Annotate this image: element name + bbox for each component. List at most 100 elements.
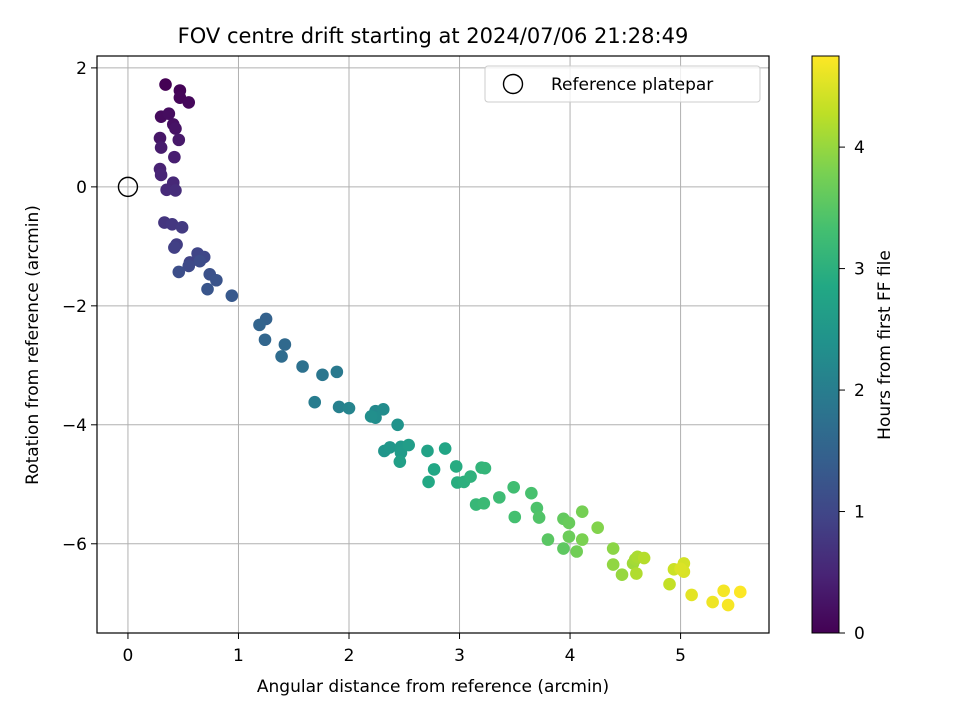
scatter-point <box>159 78 172 91</box>
legend-entry-reference: Reference platepar <box>551 75 713 95</box>
scatter-point <box>421 444 434 458</box>
y-axis-label: Rotation from reference (arcmin) <box>23 205 43 485</box>
grid <box>97 56 769 633</box>
scatter-point <box>508 510 522 524</box>
scatter-point <box>685 588 698 602</box>
colorbar: 0 1 2 3 4 Hours from first FF file <box>811 55 895 644</box>
scatter-point <box>402 438 415 452</box>
scatter-point <box>562 530 576 543</box>
colorbar-tick-label: 4 <box>854 138 865 158</box>
scatter-point <box>275 350 288 363</box>
scatter-point <box>391 418 404 432</box>
scatter-point <box>663 577 676 591</box>
scatter-point <box>278 338 292 351</box>
scatter-point <box>182 259 196 273</box>
scatter-point <box>570 545 583 558</box>
scatter-point <box>575 533 589 546</box>
scatter-point <box>606 542 620 555</box>
plot-frame <box>96 55 770 634</box>
scatter-point <box>169 184 182 197</box>
y-tick-label: −4 <box>62 416 87 436</box>
scatter-point <box>478 461 492 475</box>
scatter-point <box>427 463 441 476</box>
scatter-point <box>422 475 435 489</box>
scatter-point <box>383 441 397 454</box>
scatter-point <box>210 273 223 287</box>
scatter-point <box>507 480 520 494</box>
scatter-point <box>562 516 576 530</box>
colorbar-gradient <box>811 55 840 634</box>
x-tick-label: 5 <box>675 646 686 666</box>
y-tick-label: 2 <box>76 59 87 79</box>
scatter-point <box>706 595 719 609</box>
y-tick-label: 0 <box>76 178 87 198</box>
scatter-point <box>168 150 181 164</box>
scatter-point <box>721 598 735 612</box>
scatter-point <box>449 460 463 473</box>
scatter-point <box>154 168 168 182</box>
scatter-point <box>342 401 356 415</box>
scatter-point <box>175 221 189 234</box>
scatter-point <box>630 567 643 580</box>
scatter-point <box>376 403 390 416</box>
scatter-point <box>154 141 168 154</box>
scatter-point <box>575 505 589 518</box>
scatter-point <box>153 131 167 145</box>
chart-title: FOV centre drift starting at 2024/07/06 … <box>178 24 689 48</box>
reference-marker-layer <box>117 176 139 198</box>
scatter-point <box>296 360 309 373</box>
scatter-point <box>493 491 506 504</box>
y-axis-ticks: −6 −4 −2 0 2 <box>62 59 97 555</box>
x-tick-label: 0 <box>123 646 134 666</box>
x-axis-ticks: 0 1 2 3 4 5 <box>123 633 686 666</box>
scatter-point <box>637 551 651 565</box>
scatter-point <box>332 400 346 414</box>
scatter-point <box>557 542 570 555</box>
y-tick-label: −6 <box>62 535 87 555</box>
scatter-point <box>541 533 555 546</box>
reference-point-marker <box>117 176 139 198</box>
scatter-point <box>615 568 629 582</box>
scatter-point <box>162 107 176 120</box>
scatter-point <box>169 122 182 135</box>
scatter-point <box>172 133 186 147</box>
scatter-point <box>733 585 747 599</box>
scatter-point <box>165 218 179 231</box>
colorbar-ticks: 0 1 2 3 4 <box>839 138 865 644</box>
colorbar-tick-label: 2 <box>854 381 865 401</box>
scatter-point <box>532 511 546 524</box>
legend-reference-marker <box>502 73 524 95</box>
colorbar-label: Hours from first FF file <box>875 250 895 440</box>
scatter-point <box>168 241 181 254</box>
scatter-point <box>201 282 214 296</box>
legend-box <box>484 65 761 103</box>
scatter-point <box>258 333 272 347</box>
scatter-point <box>316 368 329 382</box>
scatter-point <box>308 395 322 409</box>
scatter-points <box>153 78 747 612</box>
colorbar-tick-label: 3 <box>854 260 865 280</box>
scatter-point <box>606 558 620 571</box>
scatter-point <box>530 501 544 515</box>
x-tick-label: 2 <box>344 646 355 666</box>
x-tick-label: 3 <box>454 646 465 666</box>
x-tick-label: 4 <box>565 646 576 666</box>
x-axis-label: Angular distance from reference (arcmin) <box>257 677 609 697</box>
scatter-point <box>172 265 186 279</box>
scatter-point <box>464 470 477 483</box>
scatter-point <box>591 521 604 535</box>
colorbar-tick-label: 1 <box>854 503 865 523</box>
legend: Reference platepar <box>484 65 761 103</box>
scatter-point <box>477 497 491 510</box>
colorbar-tick-label: 0 <box>854 624 865 644</box>
scatter-point <box>717 584 730 598</box>
scatter-point <box>225 289 239 303</box>
scatter-point <box>182 96 196 109</box>
scatter-point <box>253 318 266 332</box>
x-tick-label: 1 <box>233 646 244 666</box>
scatter-point <box>393 455 407 468</box>
scatter-point <box>438 442 452 455</box>
scatter-point <box>364 410 378 423</box>
scatter-point <box>330 365 344 379</box>
